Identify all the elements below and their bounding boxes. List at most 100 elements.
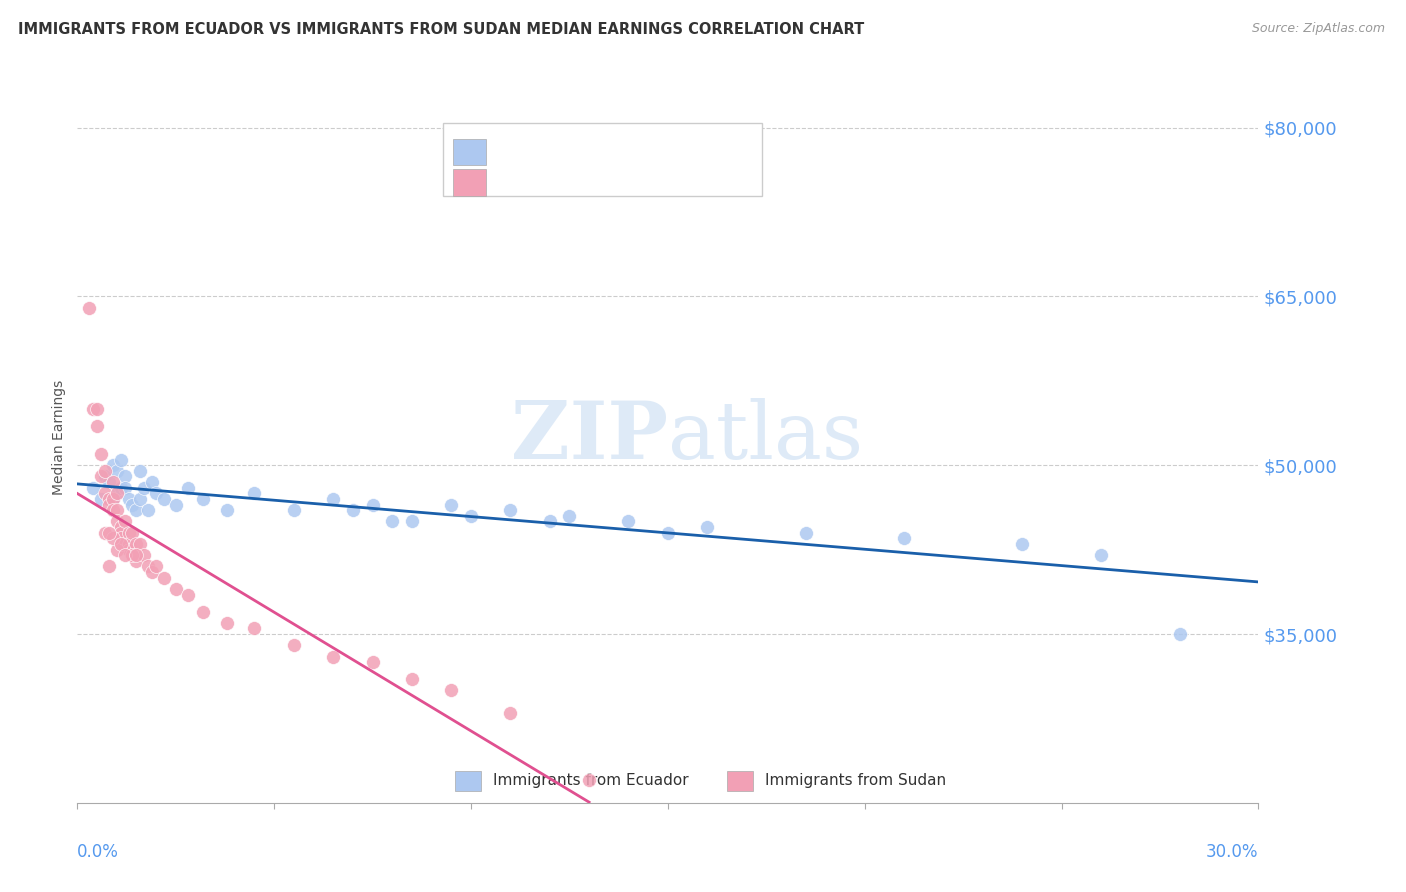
Point bbox=[440, 683, 463, 698]
Text: R =: R = bbox=[501, 175, 533, 190]
Point bbox=[193, 605, 215, 619]
Point bbox=[82, 481, 104, 495]
Point bbox=[86, 418, 108, 433]
Text: -0.420: -0.420 bbox=[546, 145, 599, 160]
Point bbox=[1090, 548, 1112, 562]
Point bbox=[176, 588, 198, 602]
Point bbox=[90, 447, 112, 461]
Point bbox=[114, 481, 136, 495]
Point bbox=[125, 554, 148, 568]
Text: N =: N = bbox=[619, 175, 662, 190]
Point bbox=[578, 773, 600, 788]
Point bbox=[101, 532, 124, 546]
Point bbox=[94, 525, 117, 540]
Point bbox=[94, 469, 117, 483]
Point bbox=[283, 638, 305, 652]
Point bbox=[86, 401, 108, 416]
Point bbox=[696, 520, 718, 534]
Point bbox=[129, 464, 152, 478]
Point bbox=[153, 491, 176, 506]
Point bbox=[322, 649, 344, 664]
Point bbox=[97, 525, 120, 540]
Point bbox=[114, 537, 136, 551]
Point bbox=[97, 491, 120, 506]
FancyBboxPatch shape bbox=[453, 138, 486, 165]
Point bbox=[114, 515, 136, 529]
Point bbox=[499, 503, 522, 517]
Point bbox=[342, 503, 364, 517]
Point bbox=[117, 525, 139, 540]
Point bbox=[215, 503, 238, 517]
Point bbox=[381, 515, 404, 529]
Point bbox=[499, 706, 522, 720]
Y-axis label: Median Earnings: Median Earnings bbox=[52, 379, 66, 495]
Point bbox=[105, 503, 128, 517]
Point bbox=[243, 621, 266, 635]
Point bbox=[153, 571, 176, 585]
Text: R =: R = bbox=[501, 145, 533, 160]
Point bbox=[105, 515, 128, 529]
Point bbox=[134, 548, 156, 562]
FancyBboxPatch shape bbox=[453, 169, 486, 195]
Text: -0.362: -0.362 bbox=[546, 175, 600, 190]
Point bbox=[117, 491, 139, 506]
Text: N =: N = bbox=[619, 145, 662, 160]
Point bbox=[105, 486, 128, 500]
Point bbox=[145, 486, 167, 500]
Point bbox=[94, 464, 117, 478]
Point bbox=[90, 469, 112, 483]
Point bbox=[361, 498, 384, 512]
Point bbox=[401, 515, 423, 529]
Point bbox=[110, 532, 132, 546]
Point bbox=[440, 498, 463, 512]
Point bbox=[361, 655, 384, 669]
Point bbox=[129, 491, 152, 506]
Point bbox=[121, 498, 143, 512]
Point bbox=[538, 515, 561, 529]
Point bbox=[97, 475, 120, 489]
Text: 55: 55 bbox=[675, 175, 696, 190]
Point bbox=[125, 548, 148, 562]
Point bbox=[110, 525, 132, 540]
Point bbox=[141, 565, 163, 579]
Point bbox=[105, 464, 128, 478]
Text: 30.0%: 30.0% bbox=[1206, 843, 1258, 861]
Point bbox=[136, 503, 159, 517]
Point bbox=[136, 559, 159, 574]
Point bbox=[97, 559, 120, 574]
Point bbox=[401, 672, 423, 686]
Point bbox=[101, 491, 124, 506]
Point bbox=[82, 401, 104, 416]
Text: 46: 46 bbox=[675, 145, 696, 160]
Point bbox=[105, 486, 128, 500]
Point bbox=[77, 301, 100, 315]
Point bbox=[105, 542, 128, 557]
Point bbox=[125, 503, 148, 517]
Point bbox=[243, 486, 266, 500]
Point bbox=[657, 525, 679, 540]
FancyBboxPatch shape bbox=[443, 122, 762, 195]
Point bbox=[893, 532, 915, 546]
Point bbox=[117, 537, 139, 551]
Text: ZIP: ZIP bbox=[510, 398, 668, 476]
Point bbox=[322, 491, 344, 506]
FancyBboxPatch shape bbox=[456, 771, 481, 791]
Point bbox=[215, 615, 238, 630]
Point bbox=[1168, 627, 1191, 641]
Text: Source: ZipAtlas.com: Source: ZipAtlas.com bbox=[1251, 22, 1385, 36]
Point bbox=[101, 475, 124, 489]
Point bbox=[121, 548, 143, 562]
Text: Immigrants from Sudan: Immigrants from Sudan bbox=[765, 773, 946, 789]
Point bbox=[94, 486, 117, 500]
Point bbox=[134, 481, 156, 495]
Point bbox=[90, 491, 112, 506]
Point bbox=[1011, 537, 1033, 551]
Point bbox=[129, 537, 152, 551]
Point bbox=[145, 559, 167, 574]
Text: atlas: atlas bbox=[668, 398, 863, 476]
Point bbox=[101, 491, 124, 506]
Point bbox=[114, 548, 136, 562]
Point bbox=[141, 475, 163, 489]
Point bbox=[121, 525, 143, 540]
Point bbox=[101, 458, 124, 473]
